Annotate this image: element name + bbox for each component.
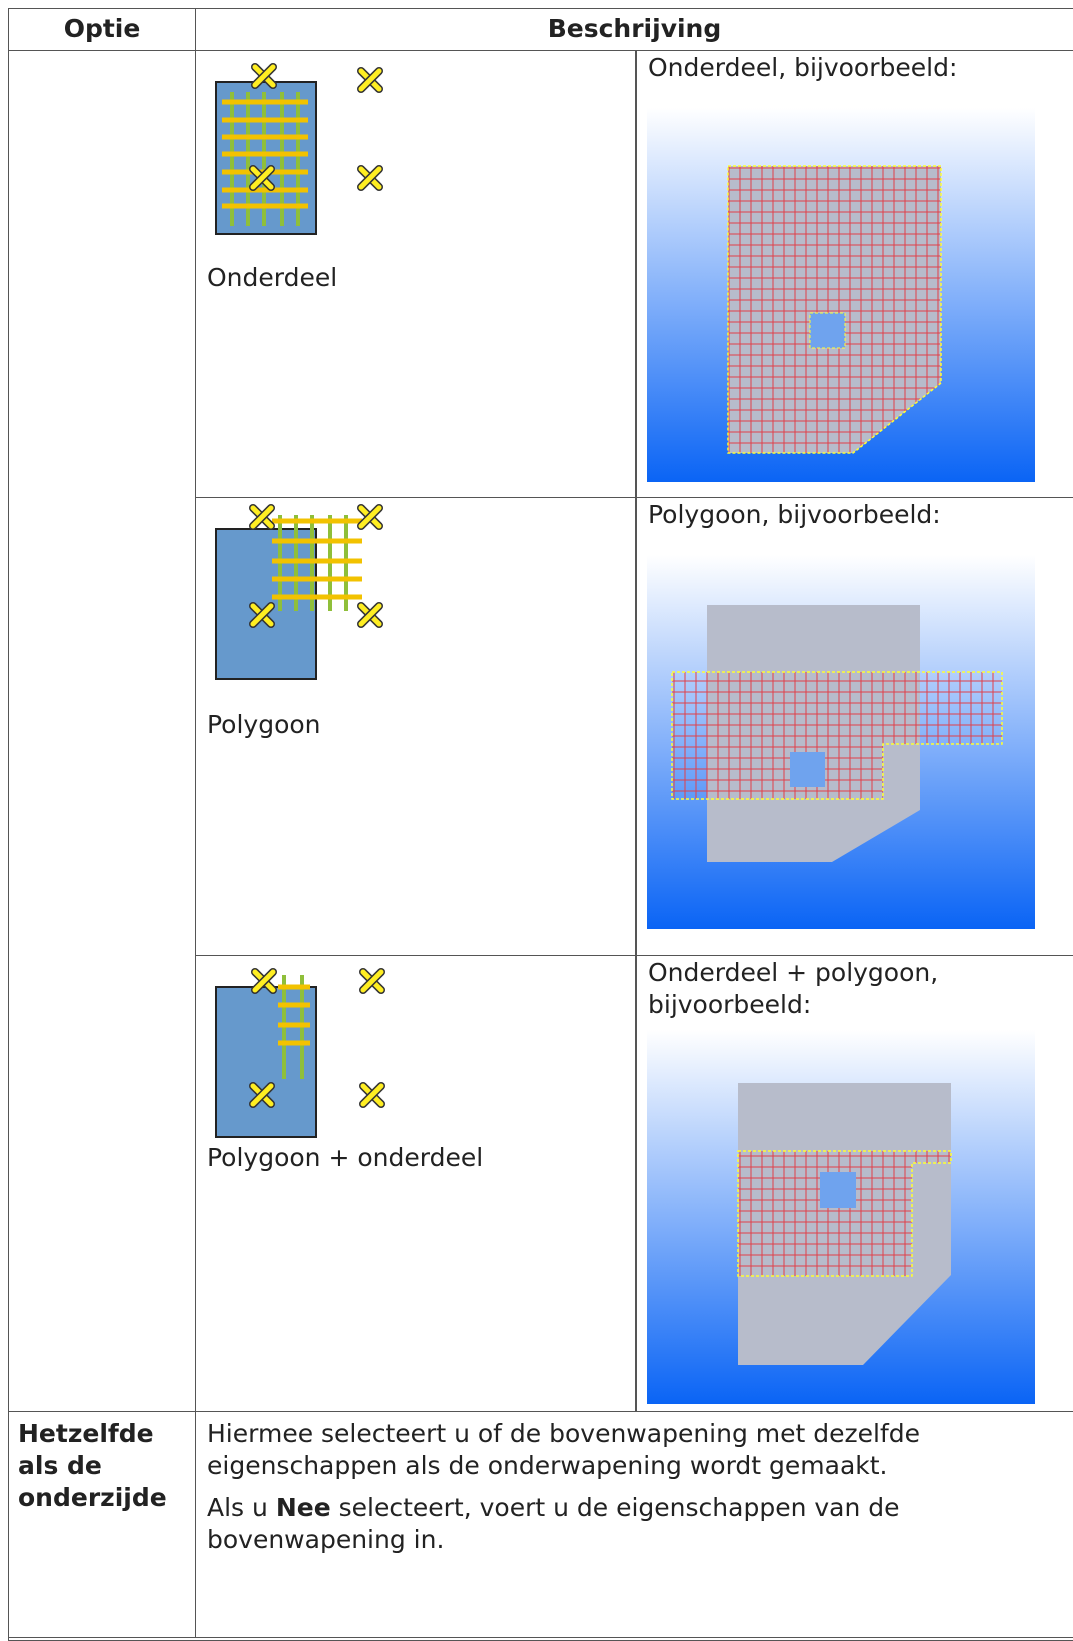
reinforcement [737, 1150, 952, 1277]
example-image [647, 555, 1035, 929]
icon-mark [251, 63, 277, 89]
option-label: Hetzelfde als de onderzijde [18, 1419, 167, 1512]
example-image [647, 1030, 1035, 1404]
icon-mark [249, 504, 275, 530]
option-label: Polygoon [207, 710, 321, 739]
example-caption: Onderdeel, bijvoorbeeld: [648, 53, 958, 82]
inner-divider [635, 50, 637, 1412]
text: Als u [207, 1493, 276, 1522]
example-caption: Polygoon, bijvoorbeeld: [648, 500, 941, 529]
opening [809, 312, 846, 349]
icon-part [215, 528, 317, 680]
icon-part [215, 986, 317, 1138]
header-cell: Optie [63, 14, 141, 43]
text: selecteert, voert u de eigenschappen van… [207, 1493, 900, 1554]
icon-mark [249, 1082, 275, 1108]
icon-mark-stroke [360, 1083, 384, 1107]
icon-mark-stroke [250, 166, 274, 190]
icon-mark [249, 602, 275, 628]
icon-mark-stroke [358, 603, 382, 627]
option-column [8, 8, 196, 1638]
opening [790, 752, 825, 787]
icon-mark-stroke [250, 1083, 274, 1107]
icon [215, 504, 383, 680]
example-image [647, 108, 1035, 482]
reinforcement [727, 165, 942, 454]
header-cell: Beschrijving [547, 14, 722, 43]
icon-mark [359, 1082, 385, 1108]
icon-mark-stroke [358, 68, 382, 92]
icon-mark [357, 504, 383, 530]
icon [215, 968, 385, 1138]
icon-mark [249, 165, 275, 191]
row-divider [195, 497, 1073, 956]
description: Als u Nee selecteert, voert u de eigensc… [207, 1492, 1057, 1556]
icon-mark [357, 165, 383, 191]
reinforcement [671, 671, 1003, 800]
icon-mark [251, 968, 277, 994]
icon-mark-stroke [252, 64, 276, 88]
icon-mark [357, 602, 383, 628]
icon-mark-stroke [250, 603, 274, 627]
icon-mark-stroke [252, 969, 276, 993]
icon-mark-stroke [358, 505, 382, 529]
icon-mark-stroke [250, 505, 274, 529]
option-label: Polygoon + onderdeel [207, 1143, 484, 1172]
icon [215, 63, 383, 235]
opening [820, 1172, 856, 1208]
bold-text: Nee [275, 1493, 331, 1522]
option-label: Onderdeel [207, 263, 338, 292]
icon-mark [357, 67, 383, 93]
icon-mark-stroke [358, 166, 382, 190]
header-row [8, 8, 1073, 51]
icon-mark-stroke [360, 969, 384, 993]
description: Hiermee selecteert u of de bovenwapening… [207, 1419, 921, 1480]
example-caption: Onderdeel + polygoon, bijvoorbeeld: [648, 958, 939, 1019]
icon-mark [359, 968, 385, 994]
